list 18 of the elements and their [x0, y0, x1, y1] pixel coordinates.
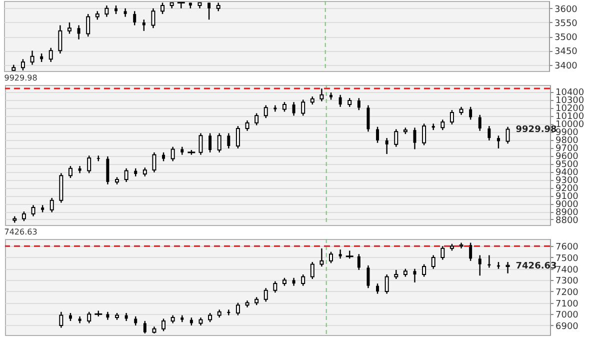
y-tick-label: 7400: [556, 265, 579, 276]
y-tick-label: 3600: [554, 4, 578, 15]
text: 7426.63: [516, 261, 557, 272]
y-tick-label: 3400: [554, 61, 578, 72]
y-tick-label: 7200: [556, 288, 579, 298]
y-tick-label: 3550: [554, 18, 578, 29]
y-tick-label: 3500: [554, 33, 578, 44]
y-tick-label: 6900: [556, 322, 579, 332]
y-tick-label: 3450: [554, 47, 578, 58]
text: 9929.98: [516, 125, 557, 136]
chart-title: 7426.63: [4, 228, 38, 236]
chart-title: 9929.98: [4, 74, 38, 82]
y-tick-label: 7600: [556, 242, 579, 253]
y-tick-label: 7000: [556, 310, 579, 321]
y-tick-label: 7300: [556, 276, 579, 287]
y-tick-label: 8800: [556, 216, 579, 226]
y-tick-label: 7100: [556, 299, 579, 310]
y-tick-label: 7500: [556, 254, 579, 264]
